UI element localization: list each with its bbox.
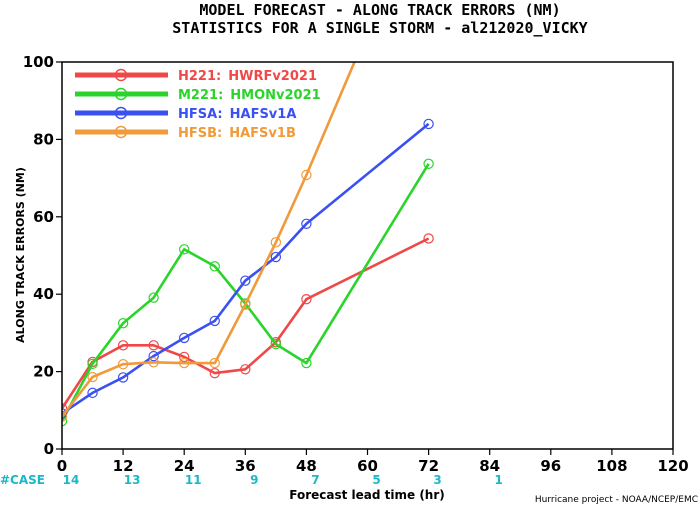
data-point-h221 xyxy=(148,340,159,351)
series-m221 xyxy=(62,158,434,427)
x-tick-label: 96 xyxy=(540,457,561,475)
y-tick-label: 60 xyxy=(33,208,54,226)
y-tick-label: 100 xyxy=(23,53,54,71)
legend-item-hfsa: HFSA: HAFSv1A xyxy=(75,106,296,122)
legend-id: HFSA: xyxy=(178,107,223,122)
data-point-hfsa xyxy=(178,332,190,344)
legend-label: HFSA: HAFSv1A xyxy=(178,107,296,122)
x-axis-ticks: 0 12 24 36 48 60 72 84 96 108 120 xyxy=(57,449,689,475)
case-count: 3 xyxy=(433,473,441,487)
x-tick-label: 0 xyxy=(57,457,67,475)
y-tick-label: 0 xyxy=(44,440,54,458)
legend-item-hfsb: HFSB: HAFSv1B xyxy=(75,125,296,141)
legend-name: HAFSv1B xyxy=(229,126,296,141)
legend-marker xyxy=(114,106,128,120)
data-point-hfsb xyxy=(178,357,190,369)
series-line-hfsb xyxy=(62,62,356,418)
case-count: 7 xyxy=(311,473,319,487)
data-point-hfsa xyxy=(209,315,220,327)
case-count: 13 xyxy=(124,473,141,487)
x-tick-label: 12 xyxy=(113,457,134,475)
data-point-m221 xyxy=(301,357,312,369)
data-point-m221 xyxy=(423,158,434,169)
data-point-hfsb xyxy=(148,357,159,368)
data-point-h221 xyxy=(209,367,220,379)
series-line-h221 xyxy=(62,237,430,410)
data-point-hfsb xyxy=(209,357,220,369)
legend-id: H221: xyxy=(178,69,221,84)
legend-label: H221: HWRFv2021 xyxy=(178,69,317,84)
data-point-hfsa xyxy=(240,275,251,286)
x-axis-label: Forecast lead time (hr) xyxy=(289,488,445,502)
data-point-m221 xyxy=(148,292,159,303)
legend: H221: HWRFv2021 M221: HMONv2021 HFSA: HAFSv1A… xyxy=(75,68,321,141)
case-count: 11 xyxy=(185,473,202,487)
legend-marker xyxy=(114,87,128,101)
series-h221 xyxy=(62,233,434,414)
credit-text: Hurricane project - NOAA/NCEP/EMC xyxy=(535,495,698,505)
plot-frame xyxy=(61,61,674,450)
case-count: 5 xyxy=(372,473,380,487)
data-point-hfsa xyxy=(301,218,312,229)
legend-marker xyxy=(114,125,128,139)
x-tick-label: 120 xyxy=(657,457,688,475)
x-tick-label: 48 xyxy=(296,457,317,475)
x-tick-label: 108 xyxy=(596,457,627,475)
case-count-label: #CASE xyxy=(0,473,45,487)
data-point-m221 xyxy=(117,318,129,329)
data-point-hfsa xyxy=(117,372,129,383)
legend-item-h221: H221: HWRFv2021 xyxy=(75,68,317,84)
data-point-h221 xyxy=(423,233,434,244)
data-point-hfsb xyxy=(240,299,251,310)
legend-marker xyxy=(114,68,128,82)
series-layer xyxy=(62,62,434,427)
series-hfsb xyxy=(62,62,356,422)
y-tick-label: 20 xyxy=(33,363,54,381)
x-tick-label: 36 xyxy=(235,457,256,475)
data-point-m221 xyxy=(87,358,98,370)
legend-id: HFSB: xyxy=(178,126,222,141)
case-count: 1 xyxy=(495,473,503,487)
chart-title-line2: STATISTICS FOR A SINGLE STORM - al212020… xyxy=(172,19,587,37)
series-line-m221 xyxy=(62,163,430,422)
case-count: 14 xyxy=(63,473,80,487)
legend-name: HAFSv1A xyxy=(230,107,297,122)
case-count: 9 xyxy=(250,473,258,487)
data-point-hfsa xyxy=(148,350,159,362)
series-hfsa xyxy=(62,118,434,419)
data-point-hfsa xyxy=(423,118,434,130)
data-point-h221 xyxy=(117,340,129,351)
legend-label: M221: HMONv2021 xyxy=(178,88,321,103)
y-tick-label: 80 xyxy=(33,130,54,148)
data-point-hfsb xyxy=(87,371,98,383)
y-axis-label: ALONG TRACK ERRORS (NM) xyxy=(14,167,27,343)
data-point-hfsb xyxy=(270,237,282,248)
data-point-hfsa xyxy=(270,251,282,263)
series-line-hfsa xyxy=(62,122,430,415)
data-point-h221 xyxy=(240,364,251,375)
legend-id: M221: xyxy=(178,88,223,103)
data-point-hfsb xyxy=(301,169,312,181)
y-axis-ticks: 0 20 40 60 80 100 xyxy=(23,53,62,458)
data-point-hfsb xyxy=(117,359,129,370)
x-tick-label: 60 xyxy=(357,457,378,475)
legend-item-m221: M221: HMONv2021 xyxy=(75,87,321,103)
chart-title-line1: MODEL FORECAST - ALONG TRACK ERRORS (NM) xyxy=(199,1,560,19)
data-point-m221 xyxy=(270,338,282,350)
legend-label: HFSB: HAFSv1B xyxy=(178,126,296,141)
legend-name: HWRFv2021 xyxy=(228,69,317,84)
y-tick-label: 40 xyxy=(33,285,54,303)
data-point-hfsa xyxy=(87,387,98,399)
x-tick-label: 72 xyxy=(418,457,439,475)
x-tick-label: 24 xyxy=(174,457,195,475)
case-counts: 14 13 11 9 7 5 3 1 xyxy=(63,473,503,487)
data-point-h221 xyxy=(178,351,190,363)
data-point-h221 xyxy=(301,294,312,305)
legend-name: HMONv2021 xyxy=(230,88,320,103)
x-tick-label: 84 xyxy=(479,457,500,475)
data-point-m221 xyxy=(178,244,190,255)
data-point-m221 xyxy=(209,261,220,272)
